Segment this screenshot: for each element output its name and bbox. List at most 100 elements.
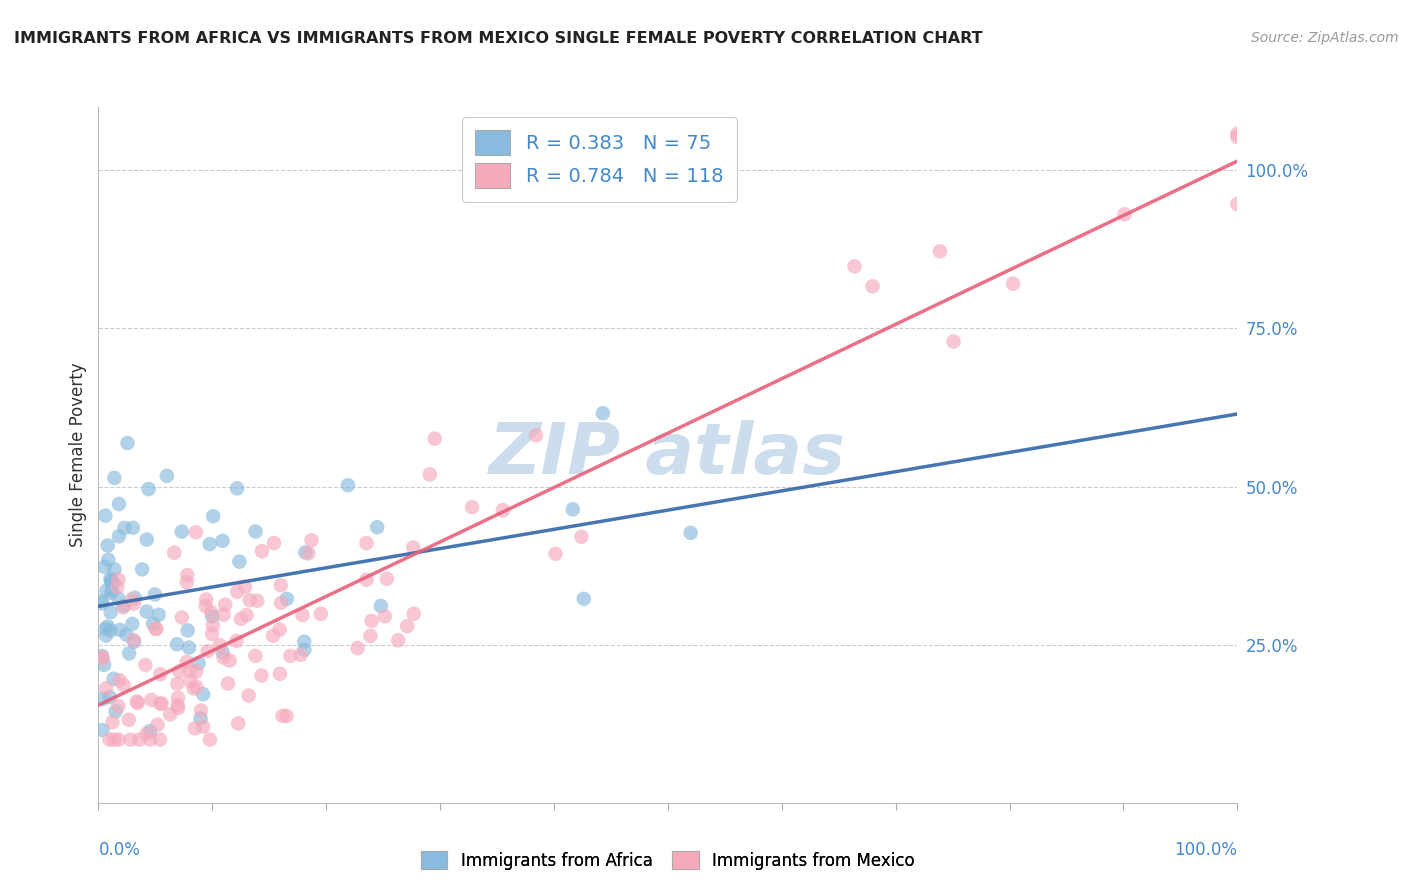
Point	[103, 576, 125, 591]
Point	[218, 654, 240, 668]
Point	[108, 529, 131, 543]
Point	[461, 500, 484, 514]
Point	[374, 609, 396, 624]
Point	[1226, 127, 1249, 141]
Point	[122, 633, 145, 648]
Point	[201, 618, 224, 632]
Point	[423, 432, 446, 446]
Point	[194, 599, 217, 613]
Point	[103, 562, 125, 576]
Point	[115, 628, 138, 642]
Text: 0.0%: 0.0%	[98, 841, 141, 859]
Point	[370, 599, 392, 613]
Point	[195, 592, 218, 607]
Point	[233, 580, 256, 594]
Point	[271, 708, 294, 723]
Point	[524, 428, 547, 442]
Point	[212, 650, 235, 665]
Point	[226, 584, 249, 599]
Point	[176, 655, 198, 669]
Point	[276, 591, 298, 606]
Point	[125, 694, 148, 708]
Point	[176, 575, 198, 590]
Point	[375, 572, 398, 586]
Point	[107, 699, 129, 714]
Point	[120, 732, 142, 747]
Legend: Immigrants from Africa, Immigrants from Mexico: Immigrants from Africa, Immigrants from …	[412, 843, 924, 878]
Point	[100, 605, 122, 619]
Point	[112, 678, 135, 692]
Point	[121, 616, 143, 631]
Point	[93, 657, 115, 672]
Point	[571, 530, 593, 544]
Point	[276, 709, 298, 723]
Point	[118, 713, 141, 727]
Point	[169, 664, 191, 678]
Point	[844, 260, 866, 274]
Point	[107, 573, 129, 587]
Point	[387, 633, 409, 648]
Point	[176, 568, 198, 582]
Point	[149, 667, 172, 681]
Point	[198, 732, 221, 747]
Point	[141, 693, 163, 707]
Point	[226, 482, 249, 496]
Point	[226, 716, 249, 731]
Point	[1002, 277, 1025, 291]
Point	[186, 680, 208, 694]
Point	[211, 533, 233, 548]
Point	[1226, 197, 1249, 211]
Point	[179, 664, 201, 678]
Point	[402, 607, 425, 621]
Point	[184, 721, 207, 735]
Point	[183, 681, 205, 696]
Point	[135, 605, 157, 619]
Point	[90, 650, 112, 665]
Text: IMMIGRANTS FROM AFRICA VS IMMIGRANTS FROM MEXICO SINGLE FEMALE POVERTY CORRELATI: IMMIGRANTS FROM AFRICA VS IMMIGRANTS FRO…	[14, 31, 983, 46]
Point	[90, 596, 112, 610]
Point	[107, 591, 129, 606]
Point	[929, 244, 952, 259]
Point	[191, 687, 214, 701]
Point	[679, 525, 702, 540]
Point	[270, 596, 292, 610]
Point	[245, 648, 267, 663]
Point	[149, 732, 172, 747]
Point	[492, 503, 515, 517]
Point	[124, 591, 146, 605]
Point	[176, 624, 198, 638]
Point	[186, 665, 208, 679]
Point	[166, 676, 188, 690]
Point	[100, 574, 122, 589]
Point	[117, 436, 139, 450]
Point	[101, 715, 124, 730]
Point	[170, 524, 193, 539]
Point	[96, 583, 118, 598]
Point	[145, 622, 167, 636]
Point	[184, 525, 207, 540]
Point	[166, 698, 188, 712]
Point	[108, 623, 131, 637]
Point	[197, 644, 219, 658]
Point	[134, 658, 156, 673]
Point	[108, 497, 131, 511]
Point	[118, 647, 141, 661]
Point	[572, 591, 595, 606]
Point	[179, 673, 201, 688]
Point	[163, 546, 186, 560]
Point	[346, 641, 368, 656]
Point	[211, 645, 233, 659]
Point	[112, 600, 135, 615]
Point	[148, 607, 170, 622]
Point	[356, 573, 378, 587]
Point	[146, 717, 169, 731]
Point	[145, 622, 167, 636]
Point	[269, 666, 291, 681]
Point	[309, 607, 332, 621]
Point	[200, 605, 222, 619]
Point	[235, 608, 257, 623]
Point	[97, 539, 120, 553]
Point	[198, 537, 221, 551]
Point	[419, 467, 441, 482]
Point	[359, 629, 381, 643]
